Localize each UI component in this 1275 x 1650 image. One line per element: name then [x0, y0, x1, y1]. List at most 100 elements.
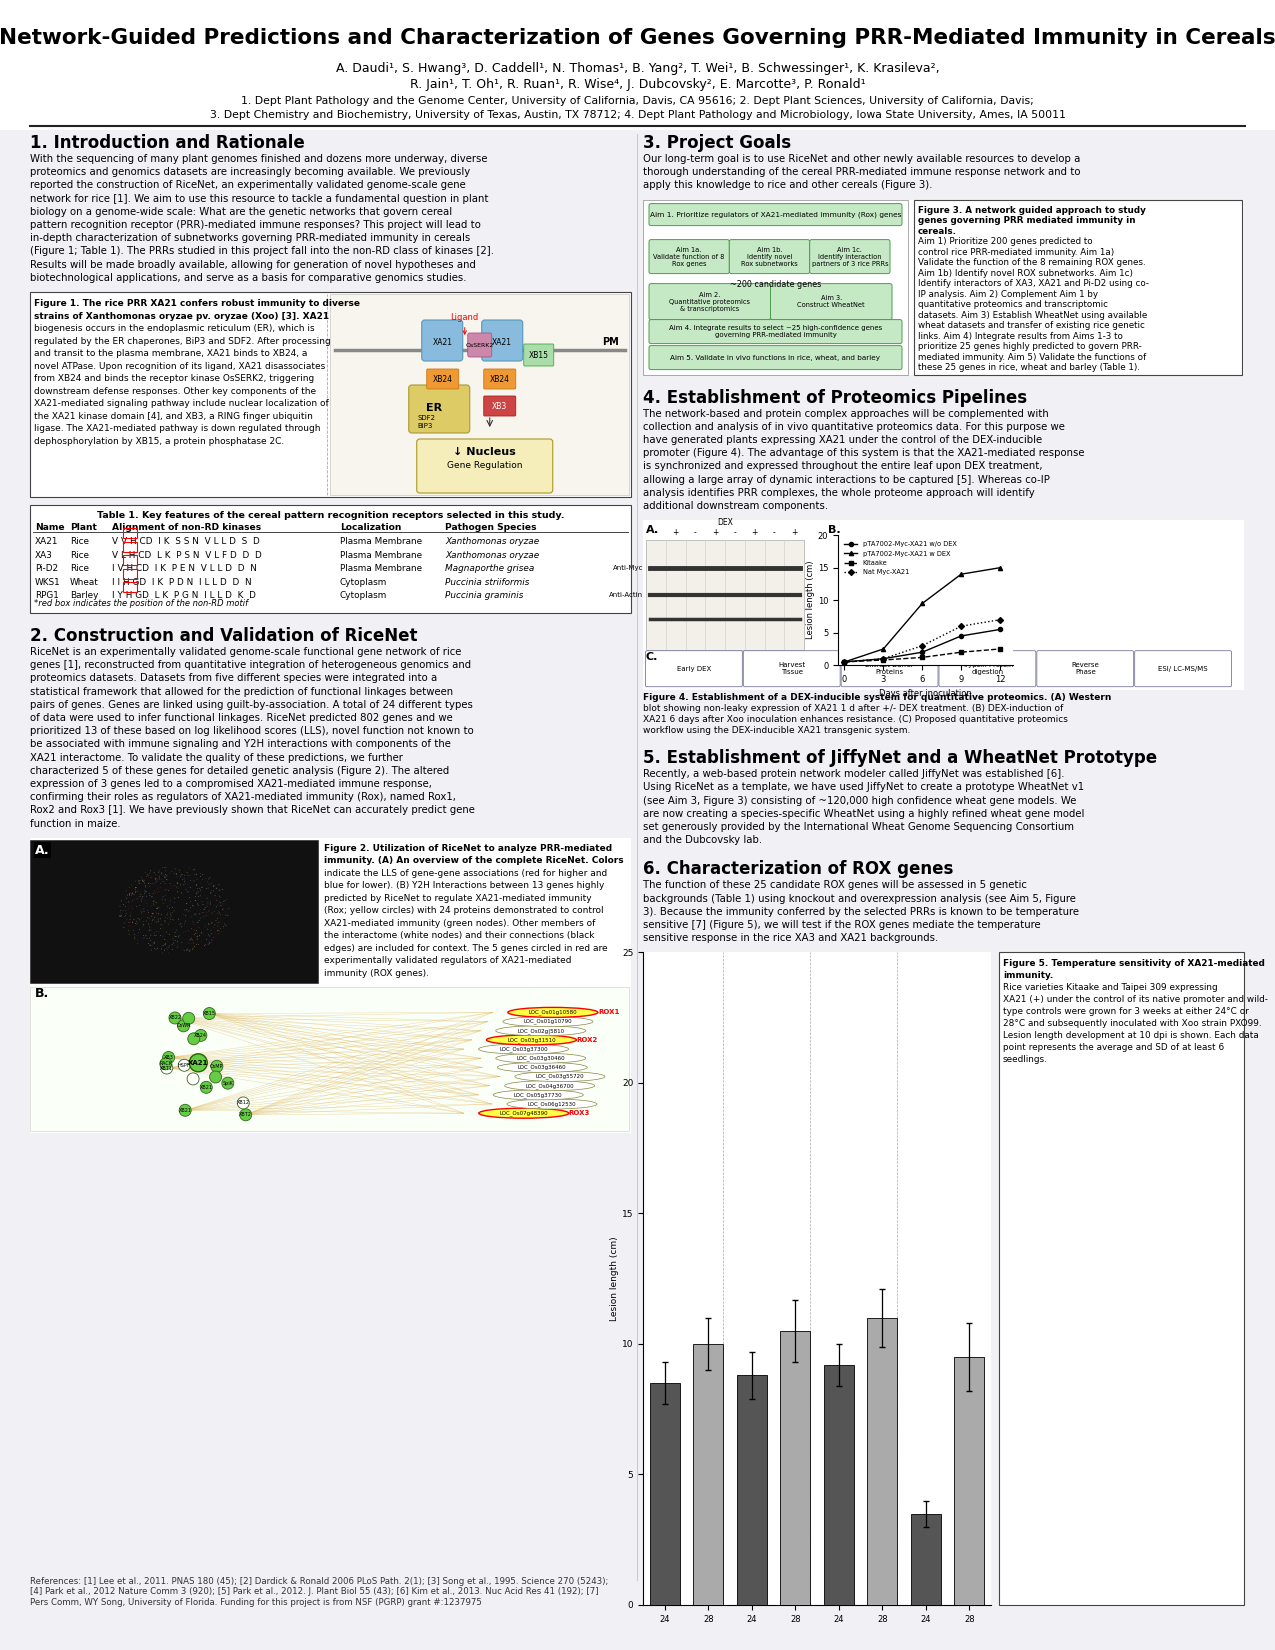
- Text: in-depth characterization of subnetworks governing PRR-mediated immunity in cere: in-depth characterization of subnetworks…: [31, 233, 470, 243]
- Point: [215, 903, 236, 929]
- Text: cereals.: cereals.: [918, 226, 958, 236]
- Point: [129, 906, 149, 932]
- Point: [162, 873, 182, 899]
- Point: [125, 886, 145, 912]
- Point: [139, 865, 159, 891]
- Point: [134, 881, 154, 908]
- Point: [170, 860, 190, 886]
- Point: [124, 917, 144, 944]
- Point: [142, 893, 162, 919]
- Point: [153, 922, 173, 949]
- Point: [162, 894, 182, 921]
- Point: [189, 914, 209, 940]
- Point: [181, 927, 201, 954]
- Point: [209, 876, 230, 903]
- Point: [208, 917, 228, 944]
- Circle shape: [163, 1051, 175, 1064]
- Point: [129, 919, 149, 945]
- Point: [135, 860, 156, 886]
- Point: [139, 904, 159, 931]
- FancyBboxPatch shape: [842, 650, 938, 686]
- Point: [207, 888, 227, 914]
- Point: [142, 903, 162, 929]
- Point: [205, 883, 226, 909]
- Text: Network-Guided Predictions and Characterization of Genes Governing PRR-Mediated : Network-Guided Predictions and Character…: [0, 28, 1275, 48]
- Point: [145, 866, 166, 893]
- Point: [121, 881, 142, 908]
- Point: [148, 860, 168, 886]
- Text: blot showing non-leaky expression of XA21 1 d after +/- DEX treatment. (B) DEX-i: blot showing non-leaky expression of XA2…: [643, 705, 1063, 713]
- Point: [145, 922, 166, 949]
- Text: XB12: XB12: [237, 1101, 250, 1106]
- Point: [134, 926, 154, 952]
- Text: XBT2: XBT2: [240, 1112, 252, 1117]
- Text: XA21: XA21: [432, 338, 453, 346]
- Point: [139, 917, 159, 944]
- Line: pTA7002-Myc-XA21 w/o DEX: pTA7002-Myc-XA21 w/o DEX: [843, 627, 1002, 663]
- Point: [156, 919, 176, 945]
- Point: [187, 879, 208, 906]
- Text: 1. Introduction and Rationale: 1. Introduction and Rationale: [31, 134, 305, 152]
- Point: [166, 874, 186, 901]
- Text: Harvest
Tissue: Harvest Tissue: [778, 662, 806, 675]
- Point: [152, 861, 172, 888]
- Point: [133, 868, 153, 894]
- Text: 3. Project Goals: 3. Project Goals: [643, 134, 790, 152]
- Point: [195, 865, 215, 891]
- Point: [138, 863, 158, 889]
- Point: [164, 855, 185, 881]
- Point: [172, 861, 193, 888]
- Point: [194, 911, 214, 937]
- Circle shape: [182, 1013, 195, 1025]
- Text: XA21: XA21: [492, 338, 511, 346]
- Bar: [824, 1365, 854, 1605]
- Point: [180, 868, 200, 894]
- Text: Pathogen Species: Pathogen Species: [445, 523, 537, 531]
- Point: [200, 888, 221, 914]
- Point: [171, 879, 191, 906]
- Point: [154, 926, 175, 952]
- Point: [156, 858, 176, 884]
- Point: [156, 926, 176, 952]
- Point: [134, 912, 154, 939]
- Point: [184, 878, 204, 904]
- Point: [133, 909, 153, 936]
- Text: ROX1: ROX1: [598, 1010, 620, 1015]
- Text: R. Jain¹, T. Oh¹, R. Ruan¹, R. Wise⁴, J. Dubcovsky², E. Marcotte³, P. Ronald¹: R. Jain¹, T. Oh¹, R. Ruan¹, R. Wise⁴, J.…: [409, 78, 866, 91]
- Point: [182, 893, 203, 919]
- Point: [164, 919, 185, 945]
- Text: SpiK: SpiK: [222, 1081, 233, 1086]
- Point: [191, 888, 212, 914]
- Point: [168, 874, 189, 901]
- Point: [204, 924, 224, 950]
- Text: -: -: [694, 528, 696, 538]
- Text: V V H CD  I K  S S N  V L L D  S  D: V V H CD I K S S N V L L D S D: [112, 536, 260, 546]
- Point: [147, 936, 167, 962]
- Point: [203, 873, 223, 899]
- Point: [203, 879, 223, 906]
- Text: from XB24 and binds the receptor kinase OsSERK2, triggering: from XB24 and binds the receptor kinase …: [34, 375, 314, 383]
- FancyBboxPatch shape: [649, 203, 901, 226]
- Point: [140, 871, 161, 898]
- Text: WKS1: WKS1: [34, 578, 61, 586]
- Text: pairs of genes. Genes are linked using guilt-by-association. A total of 24 diffe: pairs of genes. Genes are linked using g…: [31, 700, 473, 710]
- Point: [181, 894, 201, 921]
- FancyBboxPatch shape: [1135, 650, 1232, 686]
- Point: [168, 917, 189, 944]
- Point: [140, 858, 161, 884]
- Ellipse shape: [507, 1008, 598, 1018]
- Point: [210, 908, 231, 934]
- Point: [159, 860, 180, 886]
- Text: LOC_Os03g37300: LOC_Os03g37300: [500, 1046, 548, 1053]
- Text: blue for lower). (B) Y2H Interactions between 13 genes highly: blue for lower). (B) Y2H Interactions be…: [324, 881, 604, 891]
- Point: [217, 886, 237, 912]
- Text: XB15: XB15: [529, 350, 548, 360]
- Point: [149, 866, 170, 893]
- Point: [126, 878, 147, 904]
- Point: [153, 932, 173, 959]
- Circle shape: [161, 1063, 172, 1074]
- Text: Aim 5. Validate in vivo functions in rice, wheat, and barley: Aim 5. Validate in vivo functions in ric…: [671, 355, 881, 361]
- Point: [128, 871, 148, 898]
- Text: Reverse
Phase: Reverse Phase: [1071, 662, 1099, 675]
- Point: [125, 868, 145, 894]
